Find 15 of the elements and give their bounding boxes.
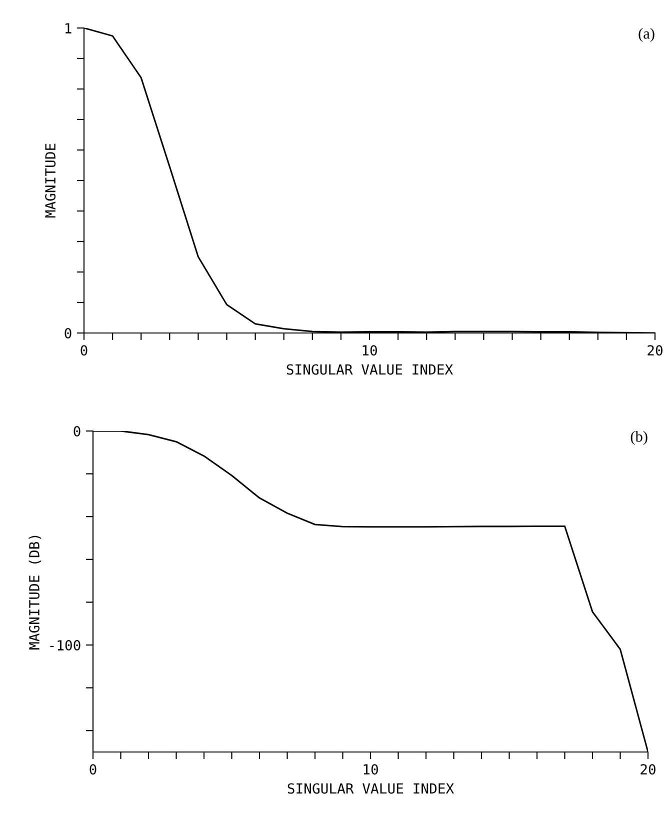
x-axis-title: SINGULAR VALUE INDEX xyxy=(286,364,453,375)
annotation: (a) xyxy=(638,28,654,42)
y-tick-label: -100 xyxy=(50,640,80,651)
y-tick-label: 0 xyxy=(64,328,72,339)
x-axis-title: SINGULAR VALUE INDEX xyxy=(288,783,454,794)
x-tick-label: 10 xyxy=(362,345,377,356)
y-axis-title: MAGNITUDE (DB) xyxy=(28,536,42,650)
x-tick-label: 10 xyxy=(364,764,378,775)
y-tick-label: 1 xyxy=(66,23,72,34)
x-tick-label: 20 xyxy=(640,764,656,775)
x-tick-label: 20 xyxy=(648,345,662,356)
x-tick-label: 0 xyxy=(90,764,96,775)
y-axis-title: MAGNITUDE xyxy=(45,144,56,218)
x-tick-label: 0 xyxy=(80,345,88,356)
annotation: (b) xyxy=(630,431,648,445)
